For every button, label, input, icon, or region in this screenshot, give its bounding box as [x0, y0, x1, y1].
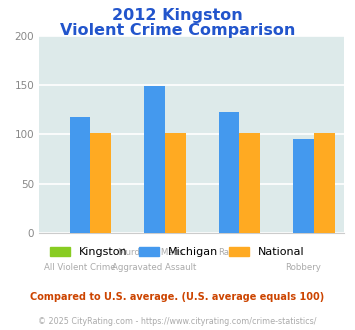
Text: Robbery: Robbery [285, 263, 321, 272]
Text: Violent Crime Comparison: Violent Crime Comparison [60, 23, 295, 38]
Text: Compared to U.S. average. (U.S. average equals 100): Compared to U.S. average. (U.S. average … [31, 292, 324, 302]
Bar [165, 134, 186, 233]
Text: © 2025 CityRating.com - https://www.cityrating.com/crime-statistics/: © 2025 CityRating.com - https://www.city… [38, 317, 317, 326]
Text: Murder & Mans...: Murder & Mans... [118, 248, 191, 257]
Text: All Violent Crime: All Violent Crime [44, 263, 116, 272]
Bar [219, 112, 239, 233]
Legend: Kingston, Michigan, National: Kingston, Michigan, National [46, 243, 309, 262]
Text: Aggravated Assault: Aggravated Assault [112, 263, 197, 272]
Bar [144, 86, 165, 233]
Bar [91, 134, 111, 233]
Text: Rape: Rape [218, 248, 240, 257]
Bar [293, 139, 314, 233]
Text: 2012 Kingston: 2012 Kingston [112, 8, 243, 23]
Bar [314, 134, 335, 233]
Bar [239, 134, 260, 233]
Bar [70, 117, 91, 233]
